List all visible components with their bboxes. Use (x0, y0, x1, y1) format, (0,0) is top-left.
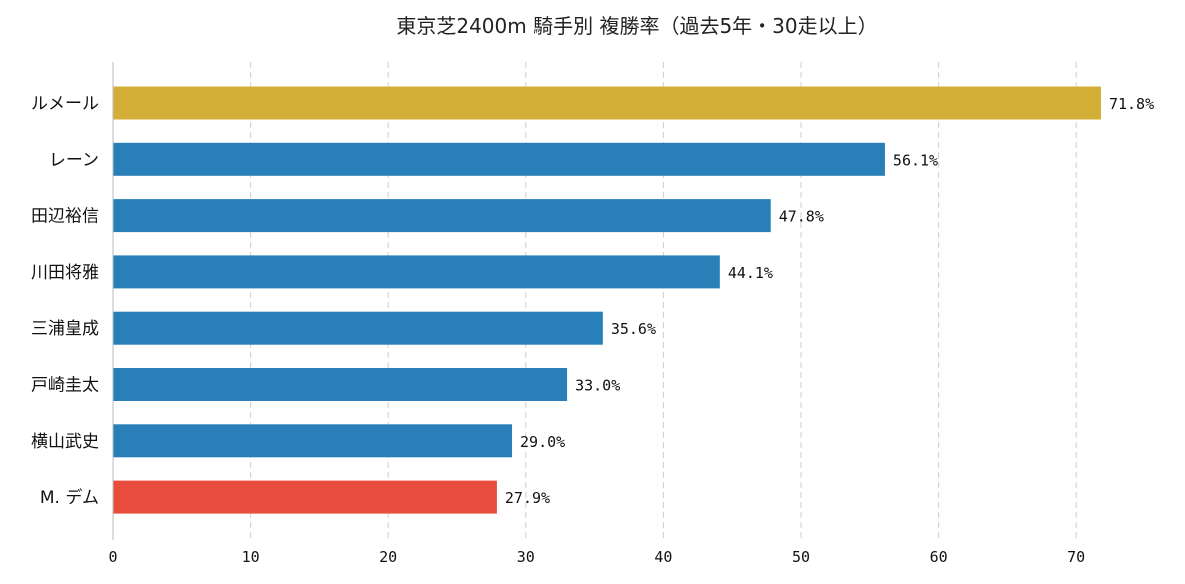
x-tick-label: 10 (242, 548, 260, 566)
x-tick-label: 30 (517, 548, 535, 566)
category-label: 田辺裕信 (31, 207, 99, 227)
bar-2 (113, 199, 771, 233)
x-tick-label: 20 (379, 548, 397, 566)
x-tick-label: 60 (930, 548, 948, 566)
x-tick-label: 70 (1067, 548, 1085, 566)
value-label: 33.0% (575, 377, 620, 395)
axes: 0 10 20 30 40 50 60 70 ルメールレーン田辺裕信川田将雅三浦皇成戸崎圭太横山… (31, 62, 1085, 566)
value-label: 29.0% (520, 433, 565, 451)
x-tick-label: 40 (654, 548, 672, 566)
category-label: 三浦皇成 (31, 319, 99, 339)
value-label: 47.8% (779, 208, 824, 226)
bar-1 (113, 142, 885, 176)
bar-4 (113, 311, 603, 345)
value-label: 44.1% (728, 264, 773, 282)
bar-6 (113, 424, 513, 458)
value-label: 71.8% (1109, 95, 1154, 113)
category-label: レーン (49, 150, 99, 170)
value-label: 35.6% (611, 320, 656, 338)
grid-lines (250, 62, 1077, 540)
x-tick-label: 50 (792, 548, 810, 566)
bar-7 (113, 480, 497, 514)
bar-5 (113, 368, 568, 401)
chart-title: 東京芝2400m 騎手別 複勝率（過去5年・30走以上） (396, 14, 877, 38)
x-tick-label: 0 (108, 548, 117, 566)
value-label: 56.1% (893, 151, 938, 169)
category-label: 川田将雅 (31, 263, 99, 283)
value-label: 27.9% (505, 489, 550, 507)
category-label: M. デム (40, 487, 99, 508)
category-label: 横山武史 (31, 432, 99, 452)
category-label: 戸崎圭太 (31, 376, 99, 396)
bar-3 (113, 255, 720, 289)
bars: 71.8% 56.1% 47.8% 44.1% 35.6% 33.0% 29.0% 27.9% (113, 86, 1154, 514)
category-label: ルメール (31, 94, 99, 114)
bar-0 (113, 86, 1101, 120)
